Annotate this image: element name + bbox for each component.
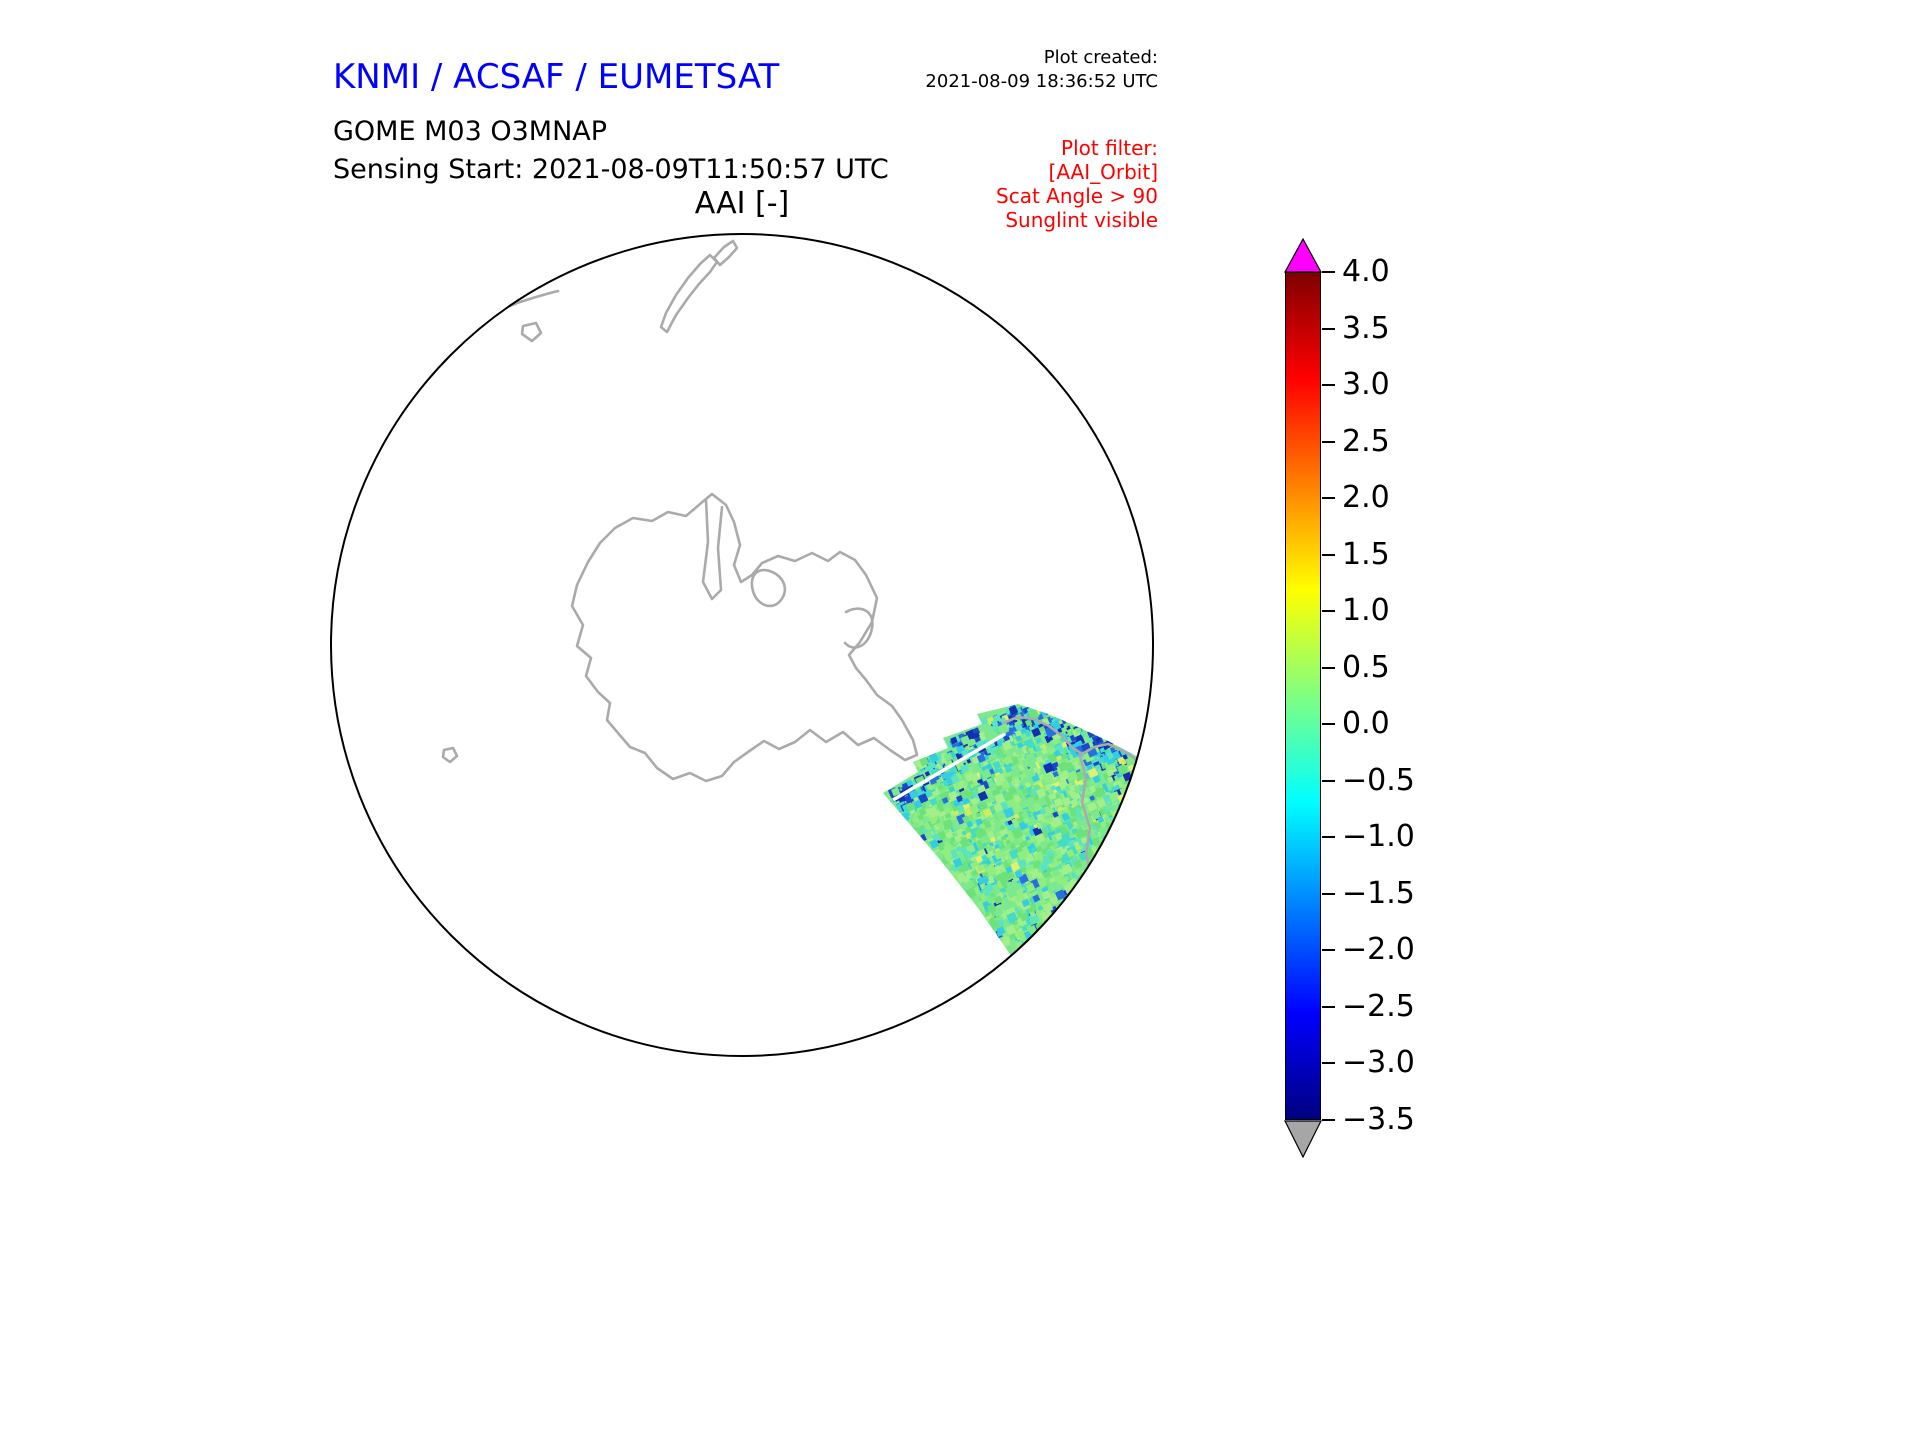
colorbar-tick-label: 2.0	[1342, 480, 1390, 516]
coastline-small-island-east	[1136, 791, 1150, 806]
colorbar-tick	[1322, 666, 1335, 669]
colorbar-tick-label: 0.5	[1342, 649, 1390, 685]
sensing-start: Sensing Start: 2021-08-09T11:50:57 UTC	[333, 154, 889, 185]
plot-filter-block: Plot filter: [AAI_Orbit] Scat Angle > 90…	[900, 136, 1158, 232]
projection-boundary-circle	[330, 233, 1154, 1057]
colorbar-tick	[1322, 610, 1335, 613]
coastline-antarctica-inlet	[701, 498, 724, 601]
colorbar-tick	[1322, 1119, 1335, 1121]
colorbar-tick	[1322, 553, 1335, 556]
swath-gap-line	[892, 732, 1006, 802]
colorbar-tick-label: −2.5	[1342, 988, 1415, 1024]
colorbar-tick-label: −1.5	[1342, 875, 1415, 911]
colorbar-tick-label: 0.0	[1342, 706, 1390, 742]
colorbar-tick-label: 1.5	[1342, 536, 1390, 572]
colorbar-under-arrow	[1284, 1120, 1322, 1158]
coastline-antarctica	[570, 492, 919, 783]
colorbar-tick	[1322, 440, 1335, 443]
colorbar-tick-label: −3.0	[1342, 1045, 1415, 1081]
swath-pixel-cells	[886, 704, 1146, 957]
colorbar-gradient	[1285, 272, 1321, 1120]
colorbar-tick-label: 3.5	[1342, 310, 1390, 346]
colorbar-over-arrow	[1284, 238, 1322, 273]
colorbar-tick	[1322, 892, 1335, 895]
colorbar-tick-label: 4.0	[1342, 254, 1390, 289]
map-title: AAI [-]	[694, 186, 790, 221]
colorbar-tick-label: 1.0	[1342, 593, 1390, 629]
colorbar-tick	[1322, 497, 1335, 500]
swath-layer	[883, 704, 1146, 957]
product-block: GOME M03 O3MNAP Sensing Start: 2021-08-0…	[333, 113, 889, 189]
colorbar-tick	[1322, 779, 1335, 782]
colorbar-tick	[1322, 949, 1335, 952]
colorbar-tick	[1322, 1005, 1335, 1008]
colorbar-tick	[1322, 1062, 1335, 1065]
coastline-antarctica-loop	[750, 568, 787, 608]
colorbar-tick	[1322, 384, 1335, 387]
colorbar-tick-label: −3.5	[1342, 1102, 1415, 1137]
filter-line-1: Plot filter:	[1061, 136, 1158, 160]
coastline-antarctica-curl	[843, 607, 874, 649]
organization-title: KNMI / ACSAF / EUMETSAT	[333, 57, 780, 97]
colorbar-tick-label: −0.5	[1342, 762, 1415, 798]
filter-line-3: Scat Angle > 90	[996, 184, 1158, 208]
colorbar-tick	[1322, 327, 1335, 330]
coastline-small-island-west	[441, 746, 459, 764]
colorbar-tick-label: 3.0	[1342, 367, 1390, 403]
colorbar-tick-label: 2.5	[1342, 423, 1390, 459]
colorbar-tick	[1322, 271, 1335, 273]
plot-created-value: 2021-08-09 18:36:52 UTC	[925, 71, 1158, 92]
coastline-south-america-coast	[1001, 715, 1144, 768]
product-name: GOME M03 O3MNAP	[333, 116, 608, 147]
coastline-new-zealand-north	[712, 239, 739, 267]
colorbar-tick	[1322, 836, 1335, 839]
colorbar-tick-label: −2.0	[1342, 932, 1415, 968]
coastline-tasmania	[520, 321, 543, 343]
colorbar: 4.0 3.5 3.0 2.5 2.0 1.5 1.0 0.5 0.0 −0.5 −1.0 −1.5 −…	[1284, 238, 1515, 1163]
filter-line-2: [AAI_Orbit]	[1048, 160, 1158, 184]
filter-line-4: Sunglint visible	[1005, 208, 1158, 232]
plot-created-block: Plot created: 2021-08-09 18:36:52 UTC	[900, 46, 1158, 94]
plot-created-label: Plot created:	[1043, 47, 1158, 68]
coastline-new-zealand-south	[659, 253, 719, 334]
colorbar-tick	[1322, 723, 1335, 726]
colorbar-tick-label: −1.0	[1342, 819, 1415, 855]
